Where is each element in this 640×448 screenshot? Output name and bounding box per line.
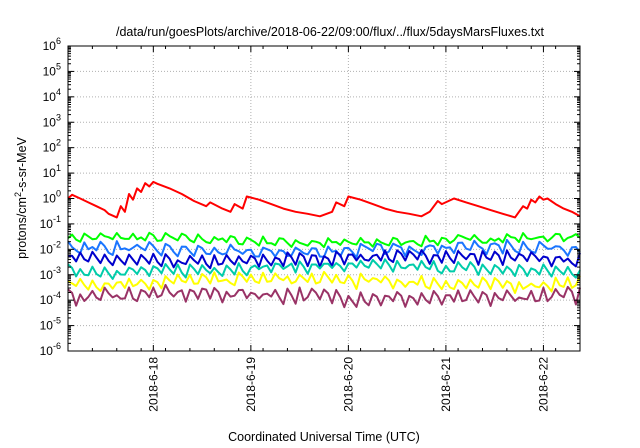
y-tick-label: 10-3 (40, 265, 61, 282)
y-tick-label: 10-2 (40, 239, 61, 256)
y-label-sup: 2 (13, 192, 23, 197)
x-tick-label: 2018-6-19 (244, 357, 258, 412)
y-tick-label: 100 (43, 189, 61, 206)
x-axis-label: Coordinated Universal Time (UTC) (228, 430, 420, 444)
x-tick-label: 2018-6-22 (536, 357, 550, 412)
y-label-suffix: -s-sr-MeV (15, 136, 29, 192)
x-tick-label: 2018-6-20 (341, 357, 355, 412)
y-axis-ticks: 10-6 10-5 10-4 10-3 10-2 10-1 100 101 102 103 104 1… (40, 36, 580, 358)
flux-series-line (67, 180, 581, 219)
flux-series-line (67, 249, 581, 270)
chart-title: /data/run/goesPlots/archive/2018-06-22/0… (116, 25, 545, 39)
y-tick-label: 106 (43, 36, 61, 53)
x-tick-label: 2018-6-21 (439, 357, 453, 412)
flux-series-line (67, 231, 581, 249)
y-tick-label: 105 (43, 61, 61, 78)
y-label-prefix: protons/cm (15, 197, 29, 259)
flux-series-line (67, 283, 581, 309)
y-tick-label: 10-4 (40, 290, 61, 307)
y-tick-label: 102 (43, 138, 61, 155)
y-tick-label: 10-1 (40, 214, 61, 231)
y-axis-label: protons/cm2-s-sr-MeV (13, 136, 29, 258)
y-tick-label: 101 (43, 163, 61, 180)
x-axis-ticks: 2018-6-18 2018-6-19 2018-6-20 2018-6-21 2018… (67, 46, 581, 412)
flux-series-line (67, 270, 581, 294)
y-tick-label: 10-6 (40, 341, 61, 358)
y-tick-label: 103 (43, 112, 61, 129)
flux-series-line (67, 258, 581, 280)
data-series (67, 180, 581, 309)
grid-lines (68, 46, 580, 351)
y-tick-label: 10-5 (40, 316, 61, 333)
x-tick-label: 2018-6-18 (146, 357, 160, 412)
y-tick-label: 104 (43, 87, 61, 104)
